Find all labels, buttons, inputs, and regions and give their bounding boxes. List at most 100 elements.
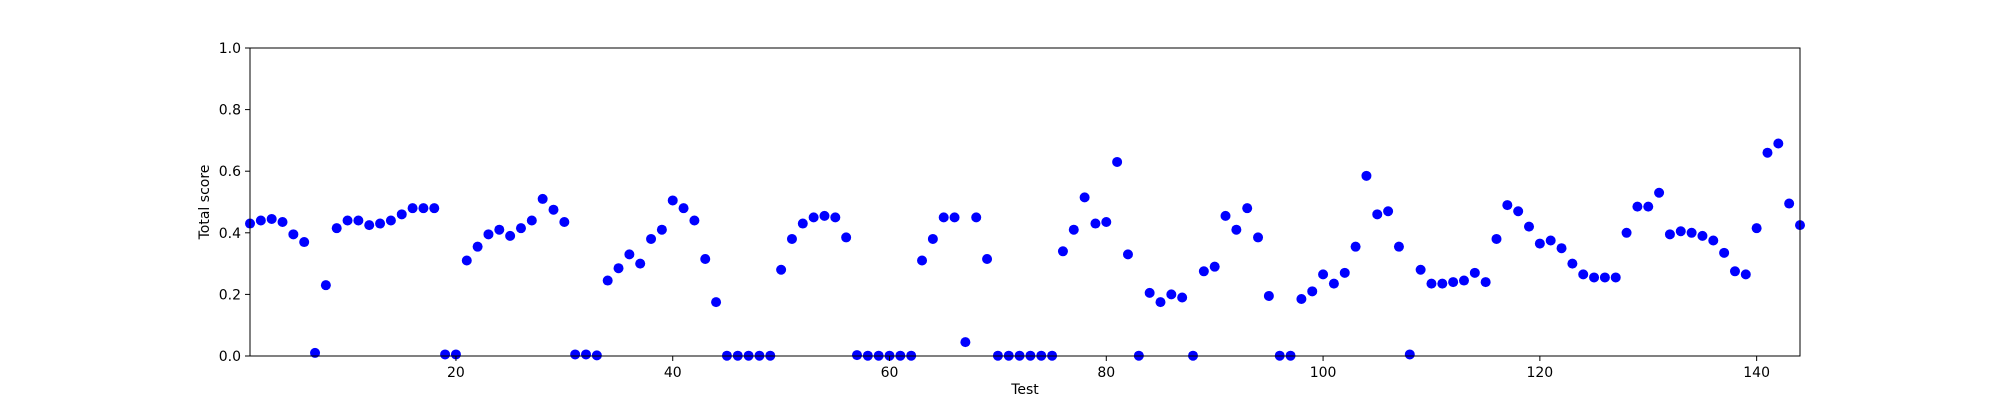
data-point [1654, 187, 1665, 198]
data-point [1675, 226, 1686, 237]
data-point [949, 212, 960, 223]
data-point [570, 349, 581, 360]
data-point [1372, 209, 1383, 220]
data-point [310, 347, 321, 358]
y-axis-ticks: 0.0 0.2 0.4 0.6 0.8 1.0 [219, 41, 250, 365]
data-point [559, 217, 570, 228]
data-point [494, 224, 505, 235]
data-point [1350, 241, 1361, 252]
data-point [1155, 297, 1166, 308]
x-axis-ticks: 20 40 60 80 100 120 140 [447, 356, 1770, 381]
data-point [1534, 238, 1545, 249]
data-point [1393, 241, 1404, 252]
data-point [548, 204, 559, 215]
data-point [624, 249, 635, 260]
data-point [1383, 206, 1394, 217]
y-tick-label: 0.6 [219, 164, 241, 180]
data-point [1556, 243, 1567, 254]
data-point [1057, 246, 1068, 257]
data-point [1708, 235, 1719, 246]
data-point [581, 349, 592, 360]
data-point [461, 255, 472, 266]
data-point [418, 203, 429, 214]
y-tick-label: 0.8 [219, 103, 241, 119]
data-point [1686, 227, 1697, 238]
data-point [299, 237, 310, 248]
data-point [656, 224, 667, 235]
y-tick-label: 0.4 [219, 226, 241, 242]
x-tick-label: 140 [1743, 365, 1770, 381]
data-point [700, 253, 711, 264]
data-point [1307, 286, 1318, 297]
points-layer [245, 138, 1805, 361]
data-point [375, 218, 386, 229]
data-point [613, 263, 624, 274]
data-point [385, 215, 396, 226]
data-point [1632, 201, 1643, 212]
data-point [1513, 206, 1524, 217]
y-tick-label: 0.2 [219, 287, 241, 303]
data-point [711, 297, 722, 308]
x-tick-label: 40 [664, 365, 682, 381]
data-point [1469, 267, 1480, 278]
y-axis-label: Total score [197, 165, 213, 241]
data-point [678, 203, 689, 214]
x-tick-label: 80 [1097, 365, 1115, 381]
data-point [971, 212, 982, 223]
data-point [1101, 217, 1112, 228]
data-point [1589, 272, 1600, 283]
data-point [1361, 170, 1372, 181]
data-point [1318, 269, 1329, 280]
x-tick-label: 20 [447, 365, 465, 381]
data-point [960, 337, 971, 348]
data-point [1296, 294, 1307, 305]
data-point [1784, 198, 1795, 209]
data-point [1090, 218, 1101, 229]
data-point [982, 253, 993, 264]
data-point [1567, 258, 1578, 269]
data-point [483, 229, 494, 240]
data-point [472, 241, 483, 252]
data-point [1242, 203, 1253, 214]
data-point [917, 255, 928, 266]
data-point [1448, 277, 1459, 288]
data-point [1112, 156, 1123, 167]
x-tick-label: 100 [1310, 365, 1337, 381]
data-point [255, 215, 266, 226]
data-point [1480, 277, 1491, 288]
data-point [1166, 289, 1177, 300]
data-point [1079, 192, 1090, 203]
data-point [1545, 235, 1556, 246]
y-tick-label: 0.0 [219, 349, 241, 365]
data-point [505, 230, 516, 241]
data-point [1177, 292, 1188, 303]
data-point [1762, 147, 1773, 158]
data-point [1068, 224, 1079, 235]
data-point [1697, 230, 1708, 241]
data-point [320, 280, 331, 291]
data-point [266, 213, 277, 224]
x-tick-label: 120 [1526, 365, 1553, 381]
data-point [1599, 272, 1610, 283]
data-point [1643, 201, 1654, 212]
data-point [396, 209, 407, 220]
data-point [851, 350, 862, 361]
data-point [1719, 247, 1730, 258]
data-point [927, 233, 938, 244]
data-point [1209, 261, 1220, 272]
data-point [1610, 272, 1621, 283]
data-point [689, 215, 700, 226]
data-point [808, 212, 819, 223]
data-point [515, 223, 526, 234]
data-point [1231, 224, 1242, 235]
data-point [1220, 210, 1231, 221]
data-point [1664, 229, 1675, 240]
data-point [1740, 269, 1751, 280]
data-point [407, 203, 418, 214]
data-point [1198, 266, 1209, 277]
y-tick-label: 1.0 [219, 41, 241, 57]
data-point [667, 195, 678, 206]
data-point [450, 349, 461, 360]
